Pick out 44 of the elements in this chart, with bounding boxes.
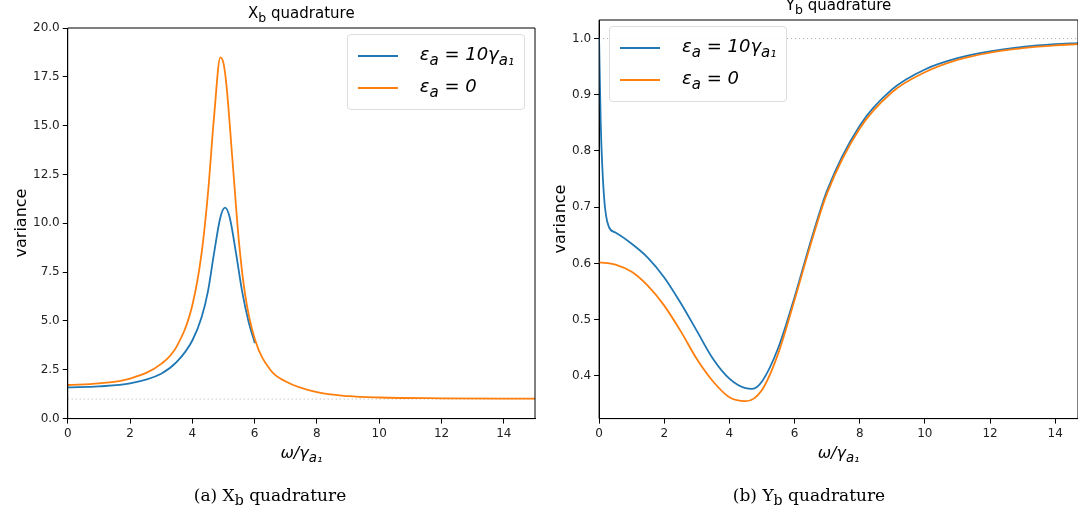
legend-label: ε$_{a}$ = 0 xyxy=(419,75,477,101)
y-tick-label: 0.7 xyxy=(571,199,592,214)
x-tick-label: 6 xyxy=(250,425,259,440)
y-axis-title: variance xyxy=(10,188,30,258)
y-tick-label: 20.0 xyxy=(33,20,60,35)
y-tick-label: 2.5 xyxy=(40,361,60,376)
x-tick-label: 10 xyxy=(371,425,387,440)
y-tick-label: 5.0 xyxy=(40,313,60,328)
x-tick-label: 8 xyxy=(855,425,864,440)
y-tick-label: 0.5 xyxy=(571,311,592,326)
x-tick-label: 0 xyxy=(63,425,72,440)
x-tick-label: 14 xyxy=(496,425,512,440)
y-tick-label: 15.0 xyxy=(33,117,60,132)
x-tick-label: 2 xyxy=(660,425,669,440)
y-tick-label: 0.8 xyxy=(571,143,592,158)
x-axis-title: ω/γ$_{a₁}$ xyxy=(280,442,323,465)
legend-label: ε$_{a}$ = 10γ$_{a₁}$ xyxy=(682,35,777,61)
x-tick-label: 4 xyxy=(725,425,734,440)
y-tick-label: 7.5 xyxy=(40,264,60,279)
x-axis-title: ω/γ$_{a₁}$ xyxy=(817,442,860,465)
legend-label: ε$_{a}$ = 0 xyxy=(682,67,739,93)
x-tick-label: 12 xyxy=(433,425,450,440)
x-tick-label: 12 xyxy=(982,425,998,440)
text: (a) X$_{b}$ quadrature xyxy=(193,485,347,509)
y-axis-title: variance xyxy=(549,184,569,254)
x-tick-label: 2 xyxy=(126,425,134,440)
y-tick-label: 12.5 xyxy=(33,166,60,181)
chart-title: X$_{b}$ quadrature xyxy=(248,4,355,25)
y-tick-label: 10.0 xyxy=(33,215,60,230)
x-tick-label: 8 xyxy=(313,425,321,440)
x-tick-label: 14 xyxy=(1047,425,1063,440)
x-tick-label: 6 xyxy=(790,425,799,440)
x-tick-label: 0 xyxy=(595,425,603,440)
x-tick-label: 4 xyxy=(188,425,197,440)
x-tick-label: 10 xyxy=(917,425,933,440)
y-tick-label: 0.4 xyxy=(571,368,592,382)
y-tick-label: 0.0 xyxy=(40,410,60,425)
legend-label: ε$_{a}$ = 10γ$_{a₁}$ xyxy=(419,43,514,69)
y-tick-label: 0.9 xyxy=(571,86,592,101)
y-tick-label: 0.6 xyxy=(571,255,592,270)
line-series xyxy=(67,206,256,389)
text: (b) Y$_{b}$ quadrature xyxy=(732,485,886,509)
y-tick-label: 17.5 xyxy=(33,68,60,83)
y-tick-label: 1.0 xyxy=(571,30,592,45)
